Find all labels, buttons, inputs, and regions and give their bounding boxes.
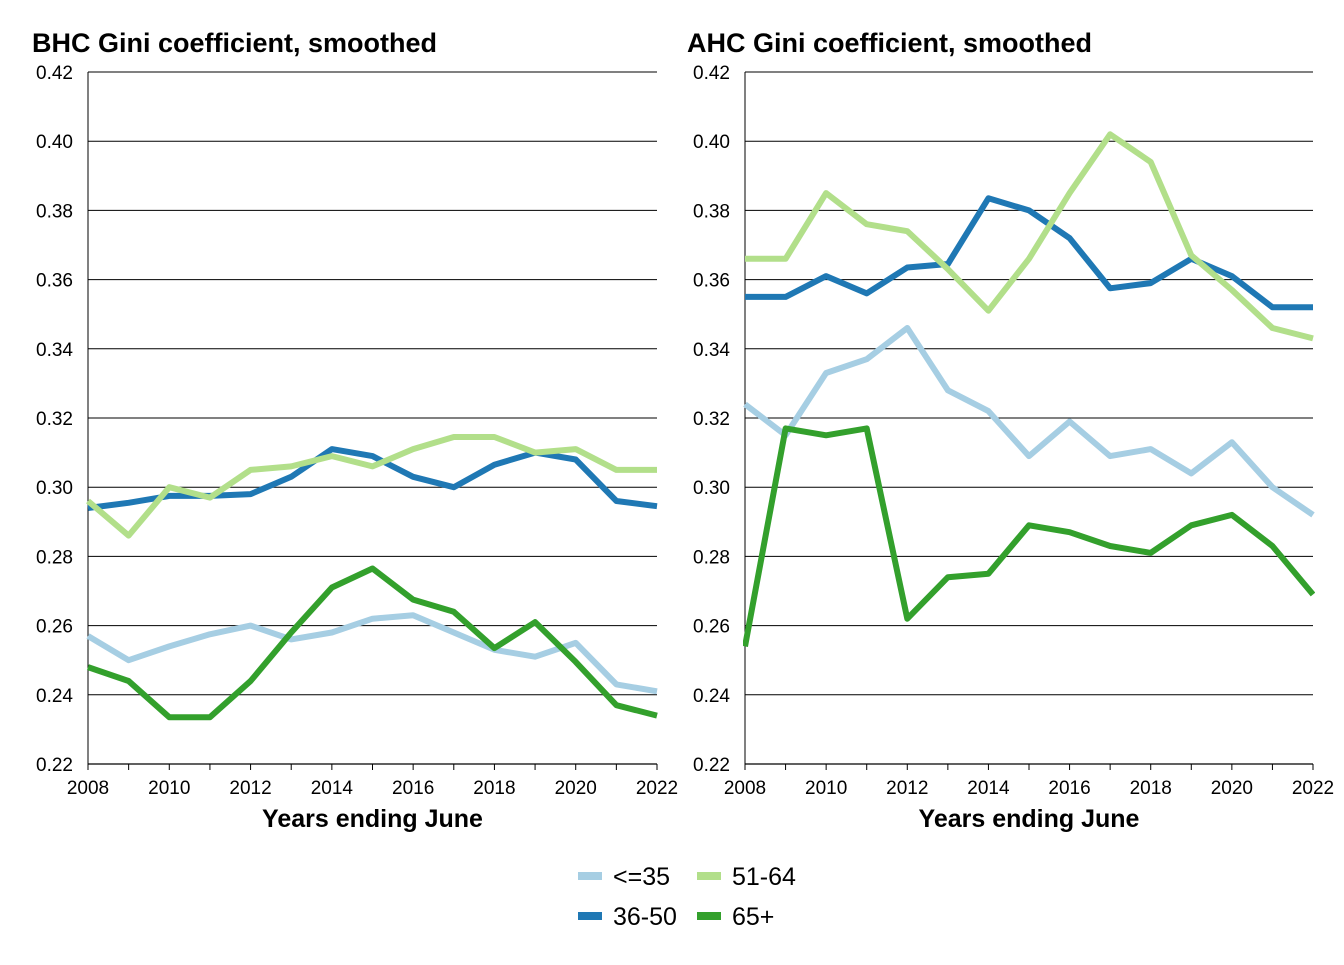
y-tick-label: 0.40 (693, 132, 730, 153)
series-line-51-64 (86, 434, 657, 539)
y-tick-label: 0.24 (693, 686, 730, 707)
legend: <=35 51-64 36-50 65+ (578, 863, 796, 931)
legend-label: 51-64 (732, 863, 796, 891)
y-tick-label: 0.28 (36, 547, 73, 568)
x-tick-label: 2018 (473, 778, 515, 799)
y-tick-label: 0.28 (693, 547, 730, 568)
chart-title: BHC Gini coefficient, smoothed (32, 28, 437, 58)
x-tick-label: 2020 (555, 778, 597, 799)
y-tick-label: 0.32 (693, 409, 730, 430)
x-tick-label: 2018 (1130, 778, 1172, 799)
y-tick-label: 0.42 (36, 63, 73, 84)
y-tick-label: 0.34 (36, 340, 73, 361)
bhc-panel: BHC Gini coefficient, smoothed 0.22 0.24 0.… (32, 28, 678, 833)
y-tick-label: 0.36 (693, 271, 730, 292)
series-group (86, 434, 658, 721)
y-tick-label: 0.22 (693, 755, 730, 776)
y-tick-label: 0.38 (693, 201, 730, 222)
x-tick-label: 2008 (724, 778, 766, 799)
x-axis-title: Years ending June (919, 805, 1140, 833)
legend-label: <=35 (613, 863, 670, 891)
series-line-65 (743, 425, 1315, 647)
y-tick-label: 0.38 (36, 201, 73, 222)
x-tick-label: 2022 (636, 778, 678, 799)
y-tick-label: 0.26 (36, 617, 73, 638)
series-group (743, 131, 1315, 647)
x-axis-title: Years ending June (262, 805, 483, 833)
x-tick-label: 2020 (1211, 778, 1253, 799)
x-tick-label: 2014 (311, 778, 354, 799)
x-tick-label: 2010 (805, 778, 847, 799)
legend-label: 65+ (732, 903, 774, 931)
x-tick-label: 2012 (886, 778, 928, 799)
x-tick-label: 2022 (1292, 778, 1334, 799)
series-line-35 (743, 325, 1315, 518)
series-line-51-64 (745, 131, 1314, 342)
ahc-panel: AHC Gini coefficient, smoothed 0.22 0.24 0.… (687, 28, 1334, 833)
series-line-36-50 (87, 446, 658, 511)
y-tick-label: 0.26 (693, 617, 730, 638)
y-tick-label: 0.36 (36, 271, 73, 292)
legend-label: 36-50 (613, 903, 677, 931)
y-tick-label: 0.30 (693, 478, 730, 499)
x-tick-label: 2012 (229, 778, 271, 799)
x-tick-label: 2016 (1048, 778, 1090, 799)
y-tick-label: 0.30 (36, 478, 73, 499)
x-tick-label: 2008 (67, 778, 109, 799)
y-tick-label: 0.32 (36, 409, 73, 430)
series-line-36-50 (745, 195, 1313, 311)
y-tick-label: 0.24 (36, 686, 73, 707)
y-tick-label: 0.22 (36, 755, 73, 776)
x-tick-label: 2014 (967, 778, 1010, 799)
x-tick-label: 2010 (148, 778, 190, 799)
y-tick-label: 0.34 (693, 340, 730, 361)
series-line-35 (86, 612, 658, 695)
y-tick-label: 0.40 (36, 132, 73, 153)
y-tick-label: 0.42 (693, 63, 730, 84)
series-line-65 (87, 565, 658, 721)
x-tick-label: 2016 (392, 778, 434, 799)
chart-title: AHC Gini coefficient, smoothed (687, 28, 1092, 58)
